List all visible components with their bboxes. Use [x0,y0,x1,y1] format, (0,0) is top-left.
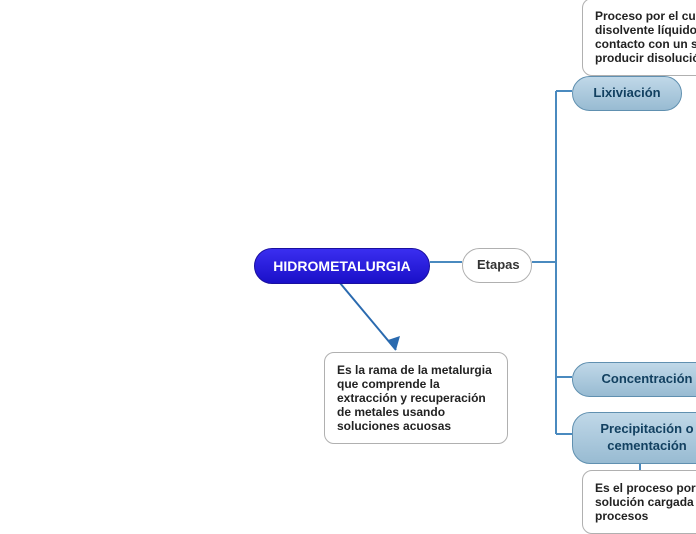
precipitacion-desc-box: Es el proceso por el cual la solución ca… [582,470,696,534]
lixiviacion-desc-box: Proceso por el cual un disolvente líquid… [582,0,696,76]
precipitacion-desc-text: Es el proceso por el cual la solución ca… [595,481,696,523]
etapas-node[interactable]: Etapas [462,248,532,283]
definition-box: Es la rama de la metalurgia que comprend… [324,352,508,444]
concentracion-label: Concentración [601,371,692,386]
root-node[interactable]: HIDROMETALURGIA [254,248,430,284]
lixiviacion-label: Lixiviación [593,85,660,100]
lixiviacion-desc-text: Proceso por el cual un disolvente líquid… [595,9,696,65]
lixiviacion-node[interactable]: Lixiviación [572,76,682,111]
concentracion-node[interactable]: Concentración [572,362,696,397]
precipitacion-label: Precipitación o cementación [600,421,693,453]
etapas-label: Etapas [477,257,520,272]
precipitacion-node[interactable]: Precipitación o cementación [572,412,696,464]
definition-text: Es la rama de la metalurgia que comprend… [337,363,492,433]
root-label: HIDROMETALURGIA [273,258,410,274]
